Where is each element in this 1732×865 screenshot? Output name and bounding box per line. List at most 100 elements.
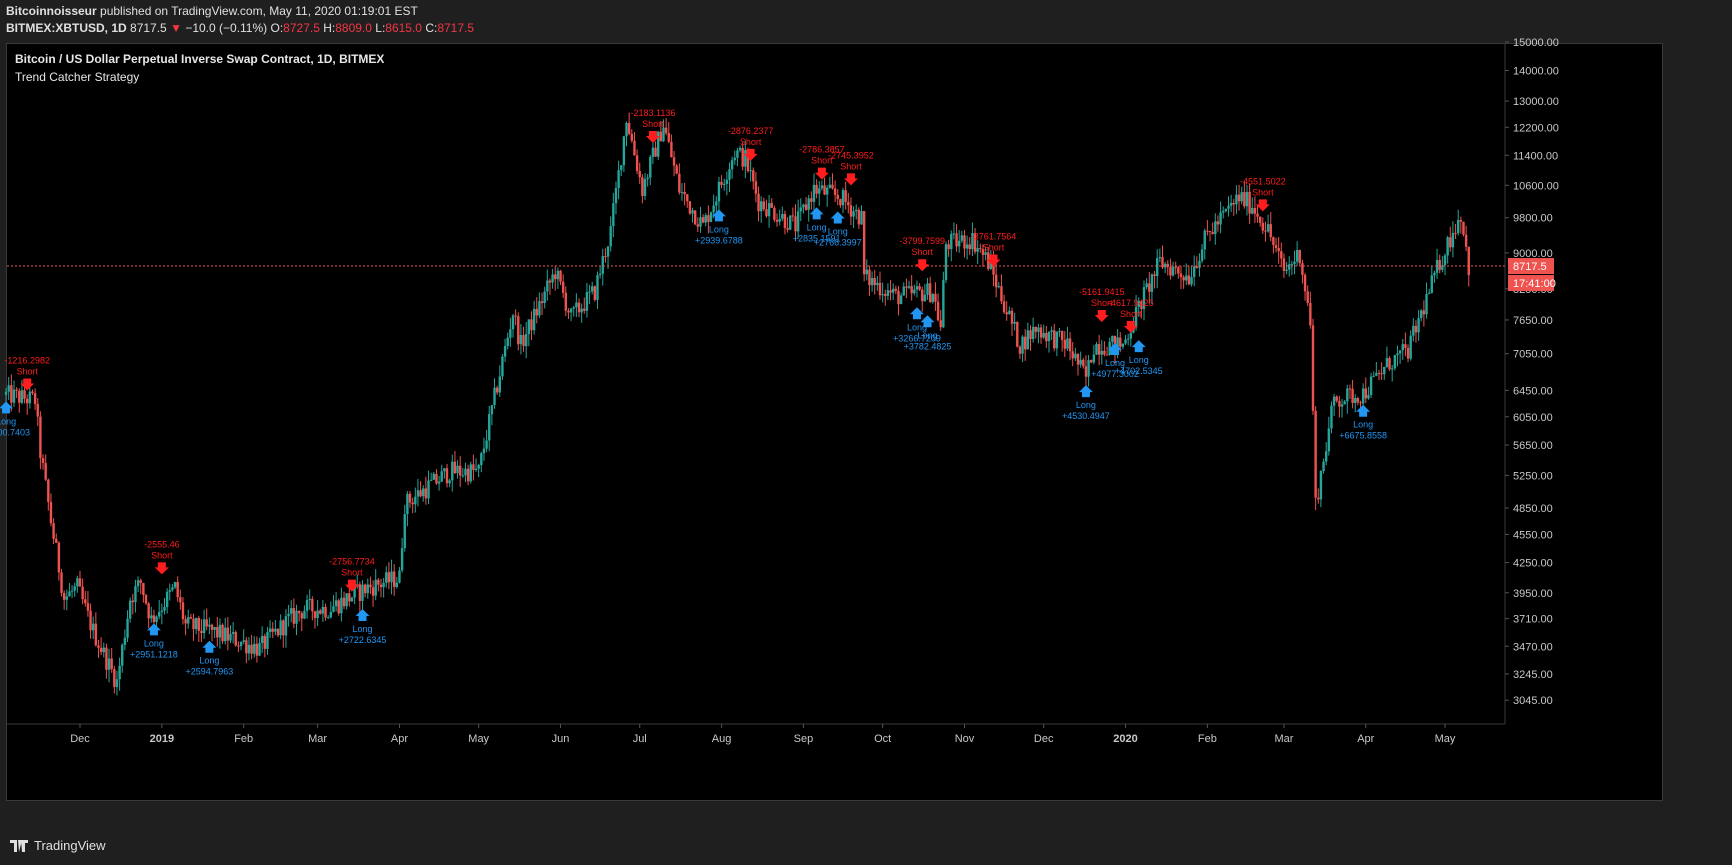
candle-body [94,623,98,646]
candle-body [944,244,948,281]
candle-body [340,597,343,614]
candle-body [136,580,140,587]
candle-body [424,488,428,499]
candle-body [78,578,82,587]
candle-body [1446,237,1449,256]
candle-body [857,209,861,225]
candle-body [493,387,496,406]
candle-body [1380,373,1383,375]
candle-body [76,578,79,587]
candle-body [477,465,480,469]
candle-body [577,302,581,313]
candle-body [791,215,795,217]
candle-body [839,199,842,206]
candle-body [406,493,409,515]
candle-body [1425,294,1428,315]
candle-body [1074,353,1077,359]
chart-title: Bitcoin / US Dollar Perpetual Inverse Sw… [15,52,385,66]
candle-body [10,385,13,403]
candle-body [1211,232,1214,235]
candle-body [530,319,533,331]
candle-body [305,600,309,611]
short-pnl-label: -2876.2377 [728,126,774,136]
candle-body [860,211,863,225]
short-arrow-icon [1094,309,1109,322]
candle-body [1026,330,1030,350]
candle-body [47,479,50,503]
candle-body [691,210,694,214]
candle-body [1187,275,1191,285]
chart-panel[interactable] [6,43,1663,801]
y-tick-label: 5650.00 [1513,440,1553,452]
long-arrow-icon [1078,385,1093,398]
candle-body [231,632,235,634]
candle-body [1324,451,1328,462]
candle-body [1393,355,1397,369]
candle-body [1430,275,1433,293]
candle-body [495,387,499,393]
x-tick-label: Oct [874,733,891,745]
candle-body [672,157,676,166]
candle-body [419,490,422,497]
candle-body [403,514,406,549]
candle-body [469,464,472,482]
candle-body [1261,222,1265,231]
candle-body [1256,213,1259,217]
y-tick-label: 4550.00 [1513,529,1553,541]
candle-body [1068,338,1072,352]
brand-name[interactable]: TradingView [34,838,106,853]
candle-body [369,584,372,588]
short-pnl-label: -2183.1136 [630,108,675,118]
candle-body [1335,396,1338,401]
candle-body [1182,277,1185,281]
candle-body [823,185,826,195]
x-tick-label: Apr [391,733,408,745]
candle-body [392,571,396,587]
long-label: Long [1353,420,1373,430]
candle-body [208,624,211,627]
candle-body [1309,303,1312,326]
candle-body [654,147,657,157]
candle-body [1375,372,1378,376]
candle-body [480,453,483,466]
candle-body [485,440,488,449]
candle-body [250,644,253,654]
long-pnl-label: +2722.6345 [339,635,387,645]
candle-body [517,316,520,345]
candle-body [1124,339,1127,344]
candle-body [1219,212,1222,225]
short-arrow-icon [814,167,829,180]
candle-body [1045,333,1048,342]
candle-body [952,233,956,235]
candle-body [1348,388,1352,390]
candle-body [382,582,385,588]
signal-long: Long+4702.5345 [1115,340,1163,376]
candle-body [1021,336,1024,354]
candle-body [1126,338,1130,340]
candle-body [1417,318,1420,333]
candle-body [1158,257,1162,259]
candle-body [1031,326,1035,340]
candle-body [1306,291,1309,304]
candle-body [1002,301,1006,313]
candle-body [303,610,306,619]
candle-body [155,616,158,623]
candle-body [408,493,412,503]
candle-body [1105,354,1109,356]
long-arrow-icon [920,315,935,328]
candle-body [165,591,169,608]
candle-body [741,148,744,167]
candle-body [765,209,768,217]
candle-body [1433,272,1436,276]
author-name[interactable]: Bitcoinnoisseur [6,4,97,18]
candle-body [965,244,969,249]
candle-body [844,190,847,202]
candle-body [849,205,853,217]
symbol: BITMEX:XBTUSD, 1D [6,21,127,35]
candle-body [1332,396,1336,406]
candle-body [994,274,998,288]
x-tick-label: Sep [794,733,814,745]
candle-body [612,203,615,227]
